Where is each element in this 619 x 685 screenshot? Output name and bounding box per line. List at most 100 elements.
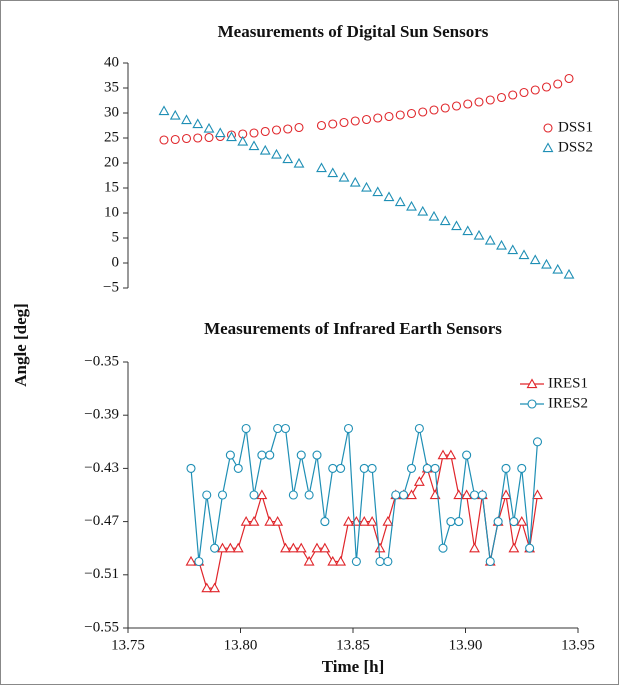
marker-circle — [543, 123, 553, 133]
x-tick-label: 13.90 — [449, 637, 483, 653]
y-tick-label: 30 — [104, 104, 119, 120]
marker-triangle — [293, 157, 305, 168]
marker-circle — [193, 133, 203, 143]
marker-circle — [288, 490, 298, 500]
marker-triangle — [372, 186, 384, 197]
marker-triangle — [532, 489, 543, 500]
marker-triangle — [192, 118, 204, 129]
marker-circle — [477, 490, 487, 500]
marker-circle — [446, 517, 456, 527]
marker-triangle — [453, 489, 465, 500]
marker-circle — [350, 116, 360, 126]
marker-circle — [280, 423, 291, 434]
marker-circle — [373, 113, 383, 123]
marker-circle — [509, 517, 519, 527]
marker-triangle — [358, 515, 370, 526]
marker-triangle — [237, 135, 249, 146]
y-tick-label: 20 — [104, 154, 119, 170]
marker-circle — [485, 95, 495, 105]
marker-circle — [260, 126, 270, 137]
marker-circle — [429, 105, 439, 115]
marker-triangle — [287, 542, 299, 553]
marker-triangle — [417, 205, 429, 216]
marker-triangle — [343, 515, 354, 526]
marker-triangle — [209, 582, 221, 593]
marker-circle — [367, 463, 377, 473]
y-tick-label: 10 — [104, 204, 119, 220]
marker-triangle — [529, 254, 541, 265]
marker-triangle — [158, 105, 170, 116]
marker-circle — [463, 99, 473, 109]
marker-circle — [339, 117, 349, 128]
y-tick-label: −0.43 — [84, 460, 119, 476]
marker-triangle — [563, 268, 575, 279]
marker-circle — [517, 463, 527, 473]
marker-circle — [383, 556, 393, 567]
marker-triangle — [349, 176, 361, 187]
marker-circle — [525, 543, 535, 553]
marker-triangle — [248, 140, 260, 151]
marker-triangle — [271, 148, 282, 159]
marker-triangle — [518, 249, 530, 260]
marker-triangle — [327, 167, 339, 178]
marker-circle — [328, 463, 338, 473]
marker-circle — [564, 73, 574, 84]
marker-circle — [462, 450, 472, 460]
marker-triangle — [327, 555, 339, 566]
marker-circle — [532, 437, 543, 447]
marker-circle — [210, 543, 220, 553]
marker-circle — [273, 423, 283, 434]
chart-title: Measurements of Infrared Earth Sensors — [204, 319, 502, 338]
marker-triangle — [224, 542, 236, 553]
marker-triangle — [311, 542, 323, 553]
marker-triangle — [394, 196, 406, 207]
marker-triangle — [203, 122, 215, 133]
marker-circle — [181, 133, 192, 144]
marker-circle — [304, 490, 314, 500]
marker-triangle — [185, 555, 197, 566]
y-tick-label: −0.39 — [84, 407, 119, 423]
legend-label: IRES2 — [548, 395, 588, 411]
marker-circle — [204, 132, 214, 143]
marker-triangle — [469, 542, 480, 553]
marker-circle — [496, 92, 507, 103]
marker-circle — [430, 463, 440, 473]
marker-triangle — [280, 542, 291, 553]
marker-circle — [249, 128, 259, 138]
marker-triangle — [272, 515, 284, 526]
marker-circle — [414, 423, 424, 434]
marker-triangle — [366, 515, 378, 526]
marker-circle — [454, 517, 464, 527]
marker-circle — [406, 108, 417, 119]
marker-triangle — [451, 220, 462, 231]
marker-triangle — [516, 515, 528, 526]
marker-circle — [519, 87, 529, 98]
marker-triangle — [541, 258, 552, 269]
marker-circle — [320, 517, 330, 527]
marker-triangle — [282, 153, 294, 164]
marker-triangle — [473, 229, 485, 240]
marker-triangle — [169, 109, 181, 120]
marker-triangle — [445, 449, 457, 460]
legend-label: IRES1 — [548, 375, 588, 391]
y-tick-label: −0.35 — [84, 353, 119, 369]
marker-triangle — [382, 515, 394, 526]
marker-triangle — [507, 244, 519, 255]
marker-triangle — [374, 542, 386, 553]
marker-circle — [422, 463, 432, 473]
y-axis-title: Angle [deg] — [11, 303, 30, 387]
marker-circle — [249, 490, 259, 500]
marker-circle — [485, 556, 495, 567]
marker-triangle — [201, 582, 213, 593]
y-tick-label: 0 — [112, 254, 120, 270]
marker-circle — [375, 556, 385, 567]
marker-circle — [241, 423, 251, 434]
marker-circle — [501, 463, 511, 473]
marker-triangle — [406, 489, 417, 500]
marker-triangle — [542, 142, 554, 153]
marker-triangle — [439, 215, 451, 226]
x-tick-label: 13.75 — [111, 637, 145, 653]
y-tick-label: 15 — [104, 179, 119, 195]
